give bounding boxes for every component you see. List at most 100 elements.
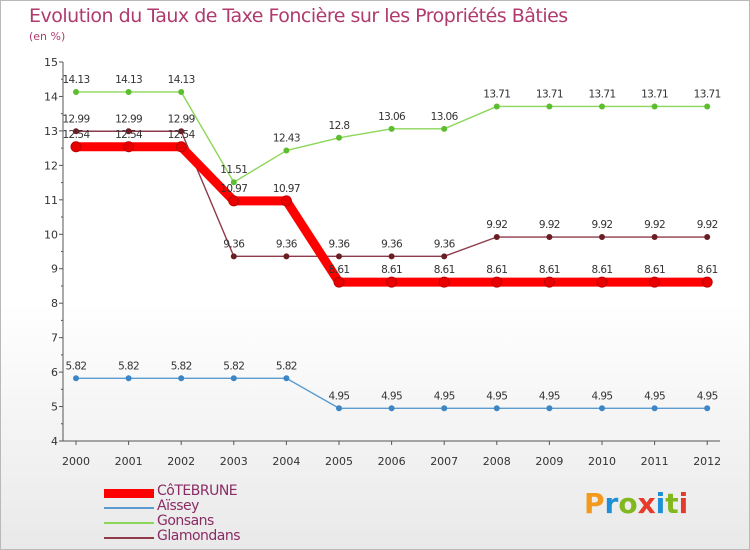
data-point <box>441 405 448 412</box>
data-label: 9.36 <box>329 238 351 250</box>
data-label: 13.71 <box>694 88 721 100</box>
data-label: 8.61 <box>329 264 350 276</box>
data-point <box>178 375 185 382</box>
series-CôTEBRUNE <box>70 141 713 288</box>
y-tick-label: 8 <box>51 297 58 310</box>
data-label: 9.92 <box>644 219 665 231</box>
logo-letter: i <box>655 487 666 520</box>
y-tick-label: 5 <box>51 401 58 414</box>
data-point <box>283 375 290 382</box>
y-tick-label: 4 <box>51 435 58 448</box>
legend-label: Aïssey <box>157 498 199 514</box>
data-point <box>493 234 500 241</box>
data-point <box>283 253 290 260</box>
data-label: 4.95 <box>329 390 350 402</box>
x-tick-label: 2003 <box>220 455 248 468</box>
series-line <box>71 142 712 287</box>
data-label: 14.13 <box>115 74 142 86</box>
x-tick-label: 2011 <box>641 455 669 468</box>
series-Gonsans <box>73 88 711 186</box>
legend-label: Glamondans <box>157 528 241 544</box>
logo-letter: i <box>678 487 689 520</box>
data-point <box>230 375 237 382</box>
data-point <box>599 405 605 412</box>
data-point <box>493 103 500 110</box>
logo-letter: P <box>584 487 605 520</box>
y-tick-label: 14 <box>44 90 58 103</box>
data-point <box>336 405 342 412</box>
data-label: 5.82 <box>223 360 244 372</box>
data-point <box>283 147 290 154</box>
logo-letter: r <box>604 487 619 520</box>
data-label: 4.95 <box>644 390 665 402</box>
proxiti-logo: Proxiti <box>584 487 688 520</box>
legend-swatch <box>104 507 154 509</box>
data-point <box>441 125 448 132</box>
data-point <box>441 253 448 260</box>
data-label: 13.71 <box>641 88 668 100</box>
chart-title: Evolution du Taux de Taxe Foncière sur l… <box>29 5 568 27</box>
data-label: 9.92 <box>697 219 718 231</box>
data-label: 13.06 <box>378 111 406 123</box>
data-point <box>230 253 237 260</box>
data-label: 12.43 <box>273 133 300 145</box>
data-point <box>493 405 500 412</box>
data-point <box>178 128 185 135</box>
data-label: 9.36 <box>223 238 245 250</box>
data-point <box>175 141 187 153</box>
data-point <box>333 276 345 288</box>
data-label: 13.71 <box>483 88 510 100</box>
data-point <box>125 128 132 135</box>
data-label: 13.06 <box>431 111 459 123</box>
y-tick-label: 12 <box>44 159 58 172</box>
data-point <box>596 276 608 288</box>
data-label: 9.36 <box>276 238 298 250</box>
logo-letter: x <box>637 487 656 520</box>
data-point <box>491 276 503 288</box>
data-point <box>651 103 658 110</box>
y-tick-label: 10 <box>44 228 58 241</box>
x-tick-label: 2007 <box>430 455 458 468</box>
x-tick-label: 2000 <box>62 455 90 468</box>
data-label: 4.95 <box>592 390 613 402</box>
x-tick-label: 2008 <box>483 455 511 468</box>
data-point <box>336 253 342 260</box>
x-tick-label: 2010 <box>588 455 616 468</box>
data-label: 4.95 <box>434 390 455 402</box>
series-Aïssey <box>73 375 711 412</box>
legend-label: CôTEBRUNE <box>157 483 238 499</box>
data-label: 10.97 <box>220 183 247 195</box>
data-point <box>73 375 79 382</box>
legend-swatch <box>104 537 154 539</box>
data-point <box>125 88 132 95</box>
axes: 4 5 6 7 8 9 10 11 12 13 14 15 2000 2001 2002 2003 2004 20… <box>44 56 721 468</box>
data-point <box>546 103 553 110</box>
logo-letter: o <box>618 487 638 520</box>
data-point <box>336 134 342 141</box>
data-label: 12.8 <box>329 120 350 132</box>
y-tick-label: 15 <box>44 56 58 69</box>
data-point <box>704 103 711 110</box>
data-point <box>73 88 79 95</box>
x-tick-label: 2005 <box>325 455 353 468</box>
data-point <box>388 125 395 132</box>
data-label: 13.71 <box>536 88 563 100</box>
data-label: 8.61 <box>592 264 613 276</box>
data-point <box>280 195 292 207</box>
data-label: 8.61 <box>697 264 718 276</box>
data-label: 5.82 <box>118 360 139 372</box>
data-point <box>228 195 240 207</box>
data-label: 9.92 <box>592 219 613 231</box>
data-label: 8.61 <box>486 264 507 276</box>
data-point <box>388 405 395 412</box>
data-point <box>125 375 132 382</box>
series-Glamondans <box>73 128 711 260</box>
data-point <box>386 276 398 288</box>
data-point <box>649 276 661 288</box>
data-label: 9.92 <box>539 219 560 231</box>
data-label: 8.61 <box>644 264 665 276</box>
data-label: 4.95 <box>381 390 402 402</box>
data-label: 11.51 <box>220 164 247 176</box>
data-label: 4.95 <box>539 390 560 402</box>
